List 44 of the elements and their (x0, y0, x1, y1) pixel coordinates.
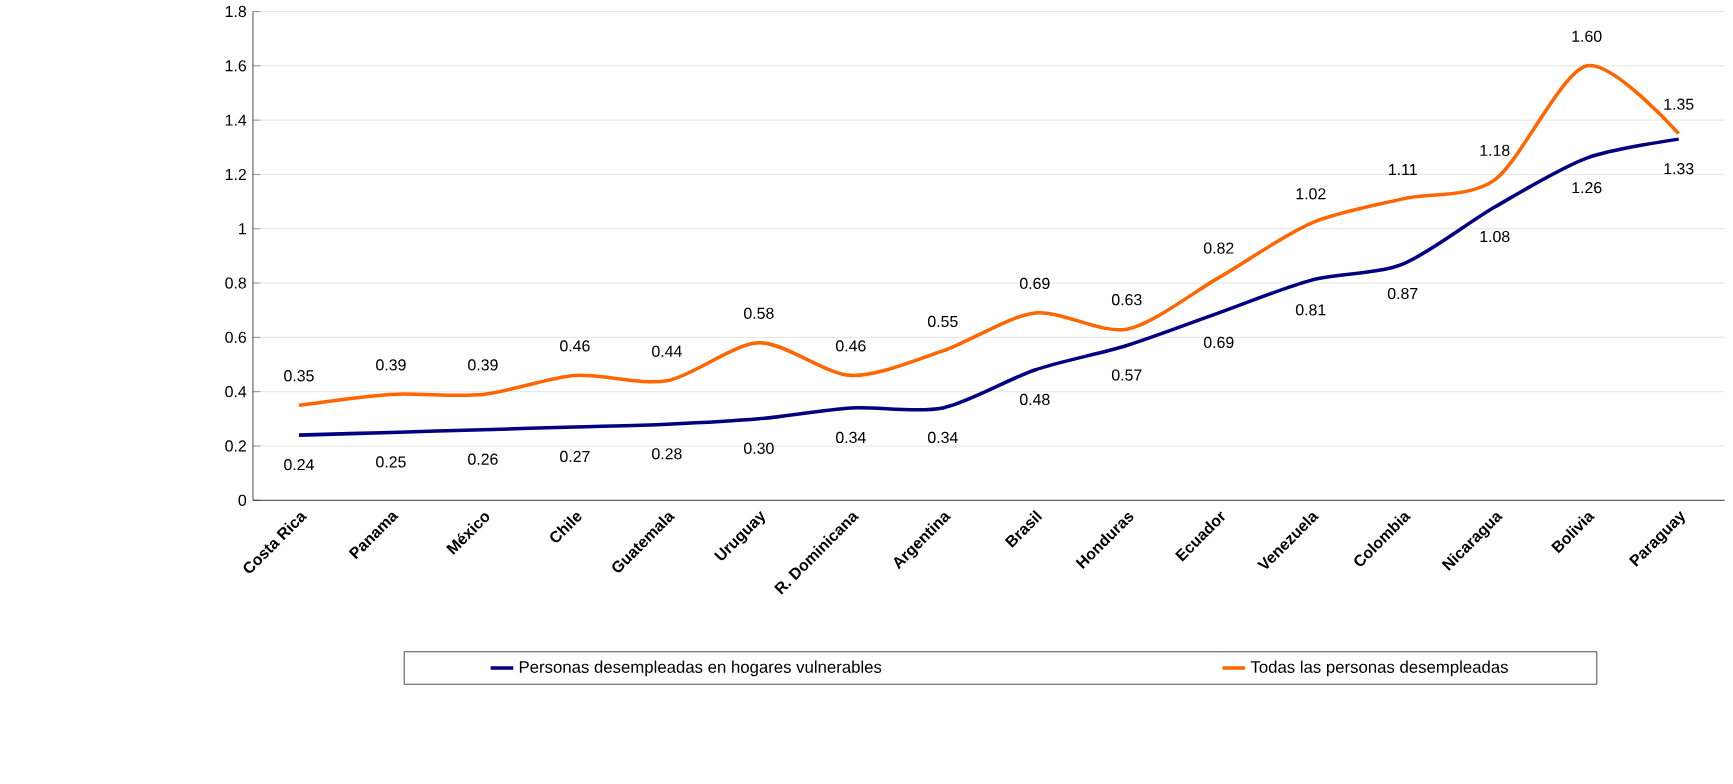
data-label: 0.69 (1203, 336, 1234, 349)
legend-label: Personas desempleadas en hogares vulnerables (519, 660, 882, 677)
data-label: 0.35 (284, 370, 314, 382)
data-label: 0.81 (1295, 304, 1326, 316)
data-label: 0.30 (744, 442, 774, 454)
data-label: 0.57 (1111, 369, 1142, 381)
data-label: 0.48 (1019, 393, 1050, 406)
data-label: 0.27 (560, 450, 590, 463)
y-tick-label: 0.6 (225, 331, 247, 343)
data-label: 0.46 (560, 340, 590, 352)
y-tick-label: 0 (238, 494, 247, 506)
data-label: 0.25 (376, 456, 406, 468)
data-label: 1.02 (1296, 188, 1326, 200)
data-label: 0.69 (1019, 277, 1050, 290)
y-tick-label: 1.2 (225, 168, 246, 180)
data-label: 0.82 (1203, 242, 1234, 254)
y-tick-label: 0.2 (225, 440, 246, 452)
y-tick-label: 1.6 (225, 60, 247, 72)
y-tick-label: 1.4 (225, 114, 247, 126)
data-label: 0.87 (1387, 287, 1418, 300)
data-label: 1.08 (1480, 230, 1510, 243)
y-tick-label: 0.8 (225, 277, 247, 289)
data-label: 0.34 (927, 431, 958, 444)
data-label: 0.39 (468, 359, 498, 371)
y-tick-label: 1 (239, 223, 246, 235)
data-label: 0.26 (468, 453, 498, 465)
data-label: 0.46 (836, 340, 866, 352)
data-label: 1.18 (1480, 144, 1510, 156)
data-label: 0.39 (376, 359, 406, 371)
data-label: 1.11 (1389, 164, 1417, 175)
data-label: 1.35 (1664, 98, 1694, 110)
data-label: 0.58 (744, 307, 774, 319)
data-label: 0.24 (284, 458, 314, 471)
data-label: 0.28 (652, 448, 682, 460)
legend-label: Todas las personas desempleadas (1250, 660, 1508, 677)
data-label: 0.34 (836, 431, 866, 444)
y-tick-label: 0.4 (225, 386, 247, 398)
y-tick-label: 1.8 (225, 5, 247, 18)
data-label: 0.44 (652, 345, 682, 357)
data-label: 1.60 (1572, 30, 1602, 42)
data-label: 0.63 (1111, 294, 1142, 306)
data-label: 0.55 (927, 315, 958, 328)
data-label: 1.26 (1572, 181, 1602, 194)
data-label: 1.33 (1664, 162, 1694, 175)
